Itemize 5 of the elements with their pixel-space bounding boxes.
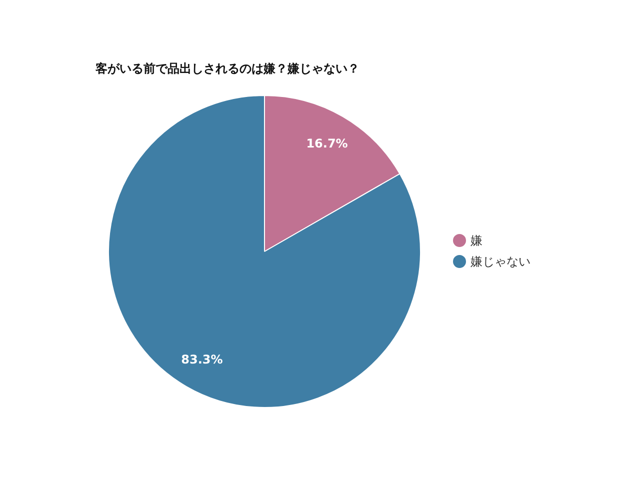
- data-label: 16.7%: [306, 136, 348, 150]
- data-label: 83.3%: [181, 352, 223, 367]
- chart-title: 客がいる前で品出しされるのは嫌？嫌じゃない？: [94, 62, 360, 76]
- legend-label: 嫌じゃない: [470, 254, 530, 268]
- legend-label: 嫌: [470, 234, 482, 248]
